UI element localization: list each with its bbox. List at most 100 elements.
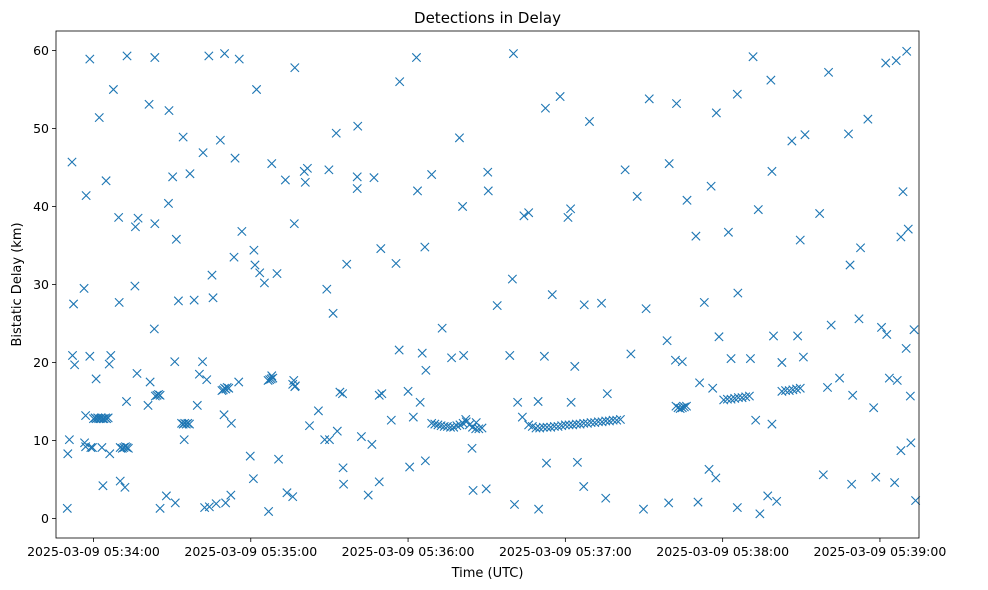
data-point <box>335 387 345 397</box>
data-point <box>391 258 401 269</box>
data-point <box>215 135 225 145</box>
data-point <box>733 288 743 298</box>
data-point <box>164 105 174 116</box>
data-point <box>170 357 180 367</box>
data-point <box>540 103 551 113</box>
data-point <box>106 350 116 361</box>
data-point <box>818 470 828 480</box>
data-point <box>152 390 162 400</box>
data-point <box>304 421 315 431</box>
data-point <box>338 463 348 473</box>
data-point <box>259 278 269 288</box>
data-point <box>289 375 299 386</box>
x-tick-label: 2025-03-09 05:38:00 <box>656 544 789 559</box>
data-point <box>170 498 180 508</box>
data-point <box>509 499 520 510</box>
data-point <box>459 350 469 361</box>
data-point <box>519 211 529 221</box>
data-point <box>777 357 787 368</box>
data-point <box>822 382 833 393</box>
data-point <box>788 385 798 395</box>
data-point <box>68 299 79 309</box>
plot-frame <box>55 30 920 539</box>
data-point <box>579 418 589 428</box>
data-point <box>268 373 278 383</box>
plot-area <box>56 31 919 538</box>
data-point <box>555 91 565 102</box>
data-point <box>237 226 247 237</box>
data-point <box>94 112 104 123</box>
data-point <box>711 108 721 118</box>
data-point <box>173 296 184 306</box>
data-point <box>322 284 332 294</box>
data-point <box>467 422 478 432</box>
data-point <box>377 389 387 399</box>
data-point <box>615 414 625 425</box>
x-tick-label: 2025-03-09 05:39:00 <box>814 544 947 559</box>
data-point <box>273 454 284 464</box>
data-point <box>63 449 73 459</box>
data-point <box>427 169 437 180</box>
data-point <box>542 422 552 432</box>
data-point <box>719 395 729 405</box>
data-point <box>547 290 557 300</box>
data-point <box>352 183 362 194</box>
data-point <box>280 175 290 185</box>
data-point <box>98 481 108 491</box>
data-point <box>211 499 221 509</box>
data-point <box>732 502 742 513</box>
data-point <box>234 54 244 64</box>
data-point <box>751 415 761 425</box>
data-point <box>202 375 212 385</box>
y-tick-label: 50 <box>33 121 49 136</box>
data-point <box>420 242 430 252</box>
data-point <box>70 360 80 370</box>
data-point <box>507 274 517 284</box>
data-point <box>115 476 125 486</box>
data-point <box>204 51 214 61</box>
data-point <box>122 51 132 61</box>
data-point <box>826 320 836 330</box>
data-point <box>302 163 312 173</box>
data-point <box>81 410 91 421</box>
data-point <box>508 49 519 59</box>
data-point <box>481 484 491 494</box>
data-point <box>546 422 556 432</box>
data-point <box>834 373 845 383</box>
data-point <box>793 331 803 341</box>
data-point <box>181 419 191 429</box>
data-point <box>289 219 299 229</box>
data-point <box>626 349 636 359</box>
data-point <box>726 354 736 364</box>
data-point <box>445 422 456 432</box>
data-point <box>132 368 142 379</box>
data-point <box>534 504 544 514</box>
data-point <box>664 159 674 169</box>
data-point <box>133 213 143 223</box>
data-point <box>324 435 335 445</box>
data-point <box>531 423 541 433</box>
data-point <box>376 244 386 254</box>
data-point <box>230 153 240 163</box>
data-point <box>123 443 133 453</box>
data-point <box>903 224 913 234</box>
data-point <box>224 383 234 393</box>
x-tick-label: 2025-03-09 05:37:00 <box>499 544 632 559</box>
data-point <box>905 391 915 401</box>
data-point <box>417 348 427 358</box>
data-point <box>255 268 265 278</box>
data-point <box>711 473 721 483</box>
data-point <box>229 252 239 262</box>
data-point <box>290 63 300 73</box>
data-point <box>352 172 362 182</box>
data-point <box>881 58 891 68</box>
data-point <box>708 383 718 393</box>
x-tick-label: 2025-03-09 05:36:00 <box>342 544 475 559</box>
data-point <box>845 260 855 270</box>
data-point <box>638 504 649 514</box>
data-point <box>795 383 805 393</box>
data-point <box>898 187 908 197</box>
data-point <box>608 415 618 425</box>
data-point <box>766 75 776 85</box>
